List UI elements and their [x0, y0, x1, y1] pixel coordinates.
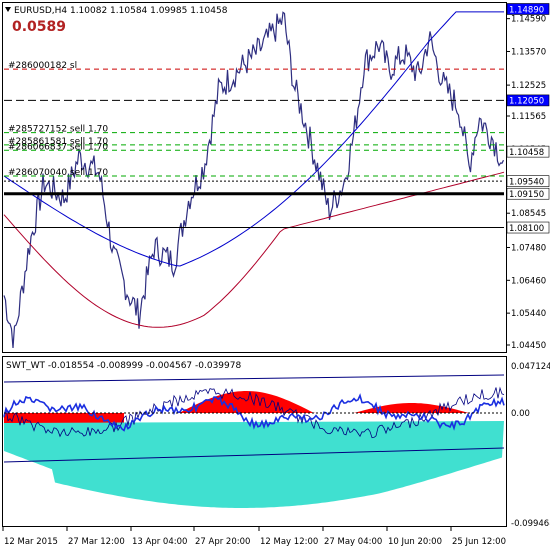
price-tag-3: 1.09540	[509, 177, 544, 187]
trend-line-upper	[3, 374, 505, 383]
time-label-6: 10 Jun 20:00	[388, 537, 442, 547]
positive-histogram	[4, 391, 504, 413]
price-tick-6: 1.08545	[511, 209, 546, 219]
indicator-tick-0: 0.047124	[511, 362, 550, 372]
price-tick-9: 1.05440	[511, 309, 546, 319]
symbol-header: EURUSD,H4 1.10082 1.10584 1.09985 1.1045…	[14, 6, 228, 16]
price-tag-box-5	[506, 221, 550, 234]
spread-value: 0.0589	[12, 19, 66, 35]
negative-histogram	[4, 421, 504, 508]
indicator-tick-1: 0.00	[511, 409, 530, 419]
price-tick-2: 1.12525	[511, 81, 546, 91]
price-tag-box-2	[506, 145, 550, 158]
indicator-label: SWT_WT -0.018554 -0.008999 -0.004567 -0.…	[6, 361, 241, 371]
time-label-2: 13 Apr 04:00	[132, 537, 187, 547]
price-tag-2: 1.10458	[509, 148, 544, 158]
price-tick-3: 1.11565	[511, 112, 546, 122]
time-label-1: 27 Mar 12:00	[68, 537, 125, 547]
time-axis: 12 Mar 2015 27 Mar 12:00 13 Apr 04:00 27 Ap…	[2, 527, 506, 547]
order-lines-layer: #286000182 sl #285727152 sell 1.70 #285861…	[4, 61, 504, 229]
time-label-3: 27 Apr 20:00	[195, 537, 250, 547]
price-tick-1: 1.13570	[511, 47, 546, 57]
indicator-tick-2: -0.099468	[511, 519, 550, 529]
order-label-4: #286070040 sell 1.70	[8, 168, 108, 178]
order-label-0: #286000182 sl	[8, 61, 77, 71]
price-tag-box-3	[506, 175, 550, 187]
trend-line-lower	[3, 447, 505, 463]
time-label-4: 12 May 12:00	[260, 537, 318, 547]
time-label-7: 25 Jun 12:00	[452, 537, 506, 547]
price-tick-8: 1.06460	[511, 276, 546, 286]
order-label-2: #285861581 sell 1.70	[8, 137, 108, 147]
price-tick-0: 1.14590	[511, 15, 546, 25]
price-tag-box-1	[506, 94, 550, 107]
moving-average-line	[3, 11, 504, 267]
price-tag-box-0	[506, 3, 550, 15]
time-label-5: 27 May 04:00	[324, 537, 382, 547]
price-tag-1: 1.12050	[509, 97, 544, 107]
time-label-0: 12 Mar 2015	[4, 537, 58, 547]
price-tag-box-4	[506, 187, 550, 200]
indicator-histogram	[3, 374, 505, 508]
price-tag-5: 1.08100	[509, 224, 544, 234]
chevron-down-icon[interactable]	[5, 7, 11, 12]
wave-line	[3, 393, 505, 432]
price-tag-4: 1.09150	[509, 190, 544, 200]
main-chart-frame	[2, 2, 507, 353]
order-label-1: #285727152 sell 1.70	[8, 125, 108, 135]
signal-line	[3, 386, 505, 439]
price-tick-7: 1.07480	[511, 243, 546, 253]
price-tick-10: 1.04450	[511, 341, 546, 351]
indicator-axis: 0.047124 0.00 -0.099468	[511, 362, 550, 529]
price-tag-0: 1.14890	[509, 5, 544, 15]
order-label-3: #286066837 sell 1.70	[8, 142, 108, 152]
price-tags: 1.14890 1.12050 1.10458 1.09540 1.09150 1.081…	[506, 3, 550, 234]
